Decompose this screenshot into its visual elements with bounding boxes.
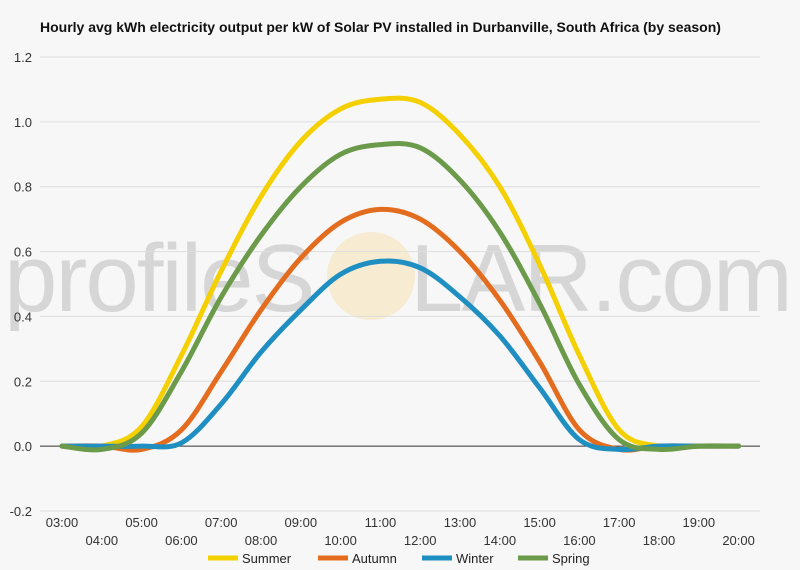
x-tick-label: 06:00 bbox=[165, 533, 198, 548]
y-axis: -0.2 0.0 0.2 0.4 0.6 0.8 1.0 1.2 bbox=[10, 50, 32, 519]
legend-label-winter: Winter bbox=[456, 551, 494, 566]
y-tick-label: 0.0 bbox=[14, 439, 32, 454]
y-tick-label: 1.2 bbox=[14, 50, 32, 65]
y-tick-label: 0.8 bbox=[14, 180, 32, 195]
x-tick-label: 10:00 bbox=[324, 533, 357, 548]
x-tick-label: 20:00 bbox=[722, 533, 755, 548]
y-tick-label: 0.2 bbox=[14, 374, 32, 389]
x-tick-label: 15:00 bbox=[523, 515, 556, 530]
x-tick-label: 05:00 bbox=[125, 515, 158, 530]
watermark: profileS LAR.com bbox=[4, 225, 793, 332]
x-axis: 03:00 04:00 05:00 06:00 07:00 08:00 09:00 10:00… bbox=[46, 515, 755, 548]
x-tick-label: 16:00 bbox=[563, 533, 596, 548]
x-tick-label: 04:00 bbox=[86, 533, 119, 548]
y-tick-label: 1.0 bbox=[14, 115, 32, 130]
chart-title: Hourly avg kWh electricity output per kW… bbox=[40, 19, 721, 35]
x-tick-label: 11:00 bbox=[365, 515, 397, 530]
x-tick-label: 13:00 bbox=[444, 515, 477, 530]
series-line-spring bbox=[59, 141, 742, 453]
watermark-text-right: LAR.com bbox=[410, 225, 791, 332]
y-tick-label: 0.6 bbox=[14, 245, 32, 260]
watermark-text-left: profileS bbox=[4, 225, 314, 332]
legend-label-autumn: Autumn bbox=[352, 551, 397, 566]
series-line-summer bbox=[59, 95, 742, 451]
watermark-sun-icon bbox=[327, 232, 415, 320]
x-tick-label: 19:00 bbox=[683, 515, 716, 530]
series-line-winter bbox=[59, 258, 742, 453]
legend-label-summer: Summer bbox=[242, 551, 292, 566]
x-tick-label: 09:00 bbox=[285, 515, 318, 530]
x-tick-label: 08:00 bbox=[245, 533, 278, 548]
x-tick-label: 12:00 bbox=[404, 533, 437, 548]
legend: Summer Autumn Winter Spring bbox=[208, 551, 590, 566]
x-tick-label: 17:00 bbox=[603, 515, 636, 530]
legend-label-spring: Spring bbox=[552, 551, 590, 566]
x-tick-label: 18:00 bbox=[643, 533, 676, 548]
x-tick-label: 07:00 bbox=[205, 515, 238, 530]
y-tick-label: 0.4 bbox=[14, 309, 32, 324]
x-tick-label: 03:00 bbox=[46, 515, 79, 530]
y-tick-label: -0.2 bbox=[10, 504, 32, 519]
x-tick-label: 14:00 bbox=[484, 533, 517, 548]
series-lines bbox=[59, 95, 742, 453]
